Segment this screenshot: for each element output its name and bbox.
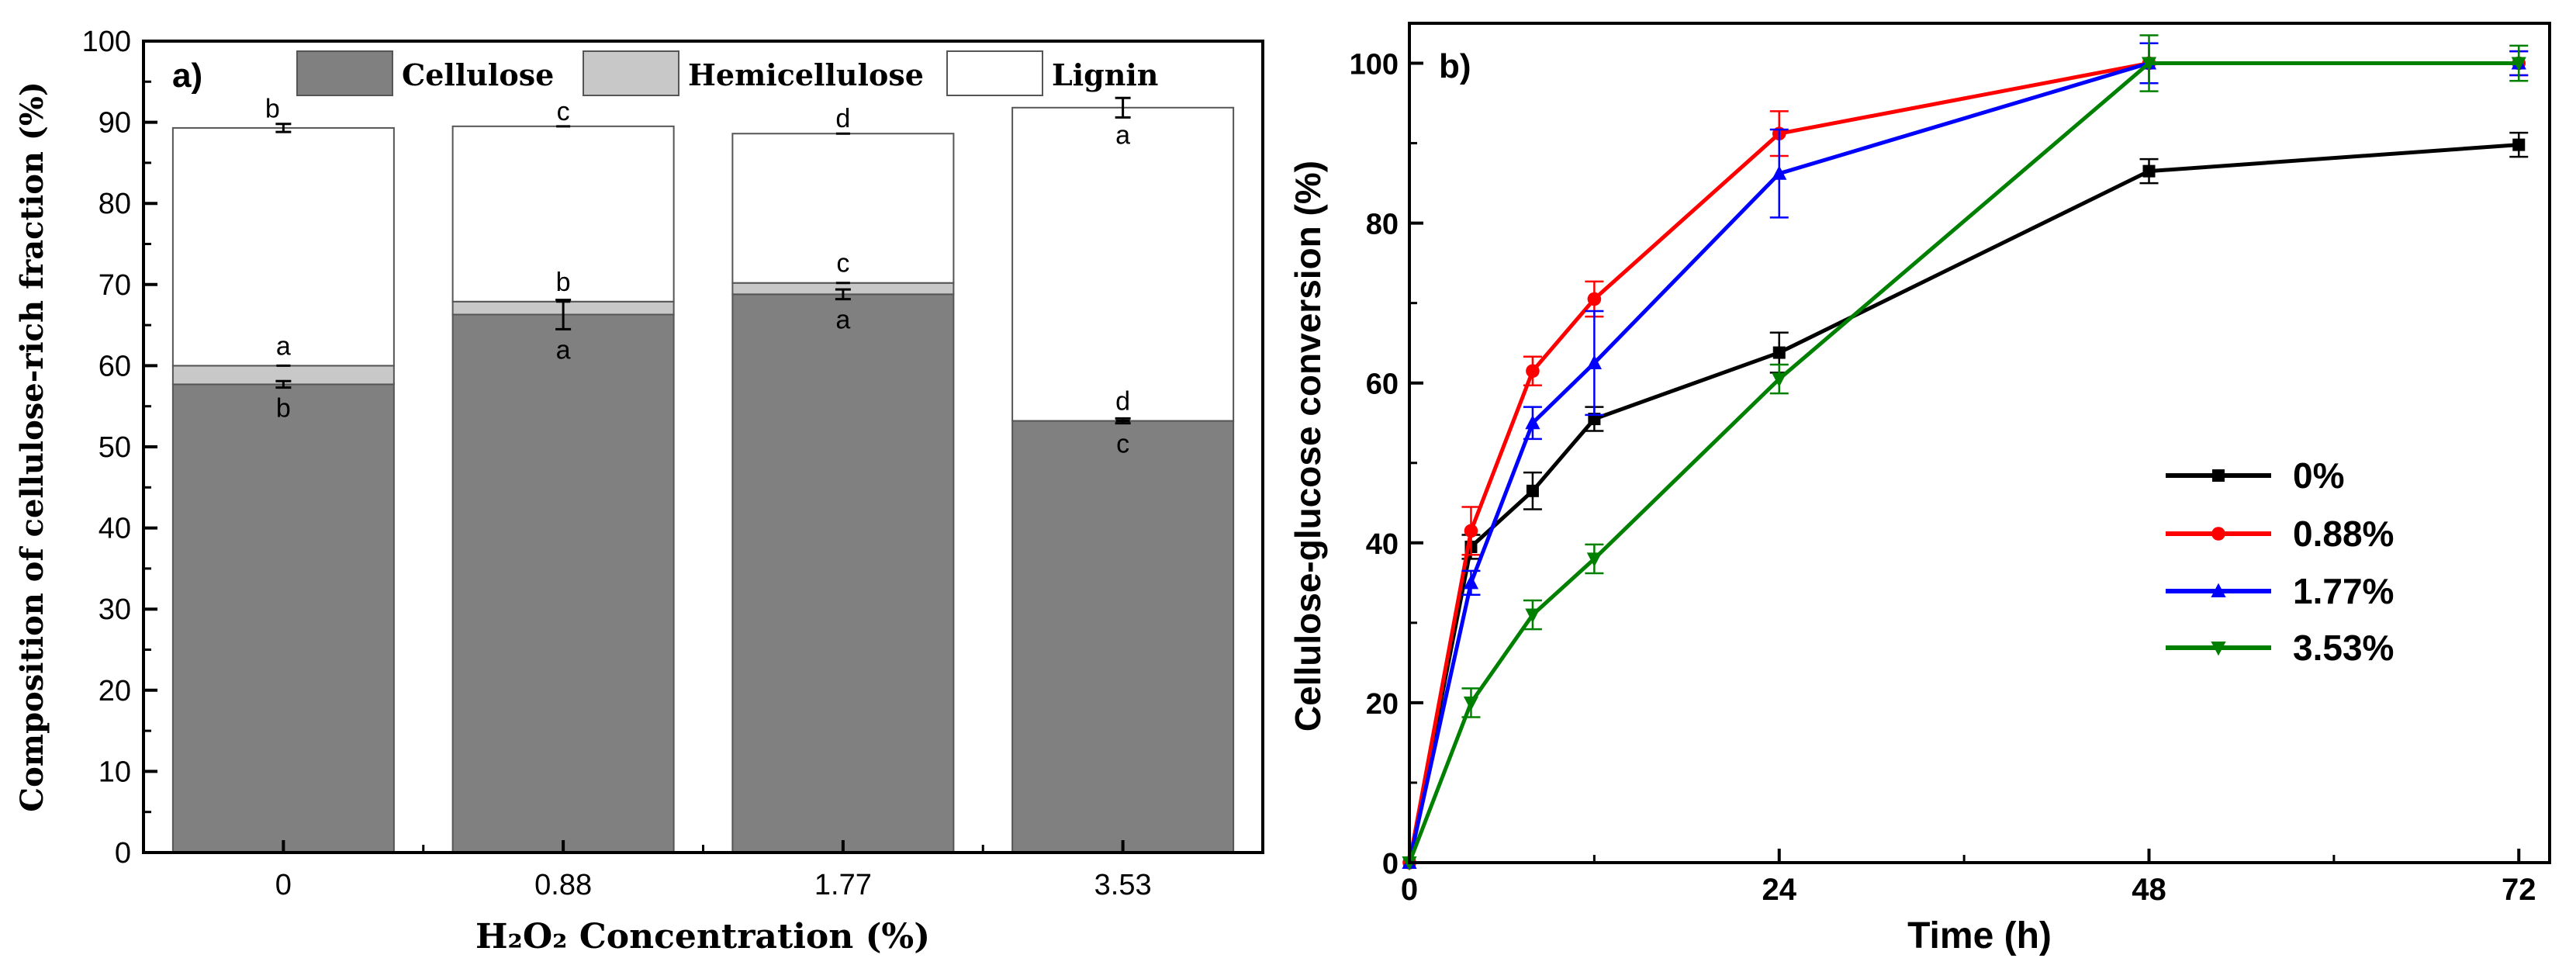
panel-b-series-3.53% [1402,34,2529,871]
panel-a-cellulose-letter: a [556,335,571,365]
panel-a-y-tick-label: 90 [99,107,131,140]
panel-b-y-axis-label: Cellulose-glucose conversion (%) [1288,161,1328,732]
panel-a-y-tick-label: 40 [99,513,131,545]
panel-b-point-1.77% [1463,574,1479,590]
panel-a-y-tick-label: 60 [99,350,131,382]
panel-a-hemicellulose-letter: b [556,268,571,297]
panel-a-lignin-letter: b [265,95,280,124]
panel-a-y-tick-label: 20 [99,675,131,707]
panel-b-point-0% [2142,164,2156,178]
panel-b-plot-frame [1408,22,2551,864]
panel-b-point-0% [1526,484,1539,497]
panel-a-bar-lignin-0 [171,126,395,367]
panel-b-point-0.88% [1464,524,1478,538]
panel-b-x-tick-label: 0 [1401,873,1418,907]
panel-a-legend-swatch-cellulose [296,50,393,96]
panel-b-y-tick-label: 100 [1350,49,1399,81]
panel-b-point-1.77% [1525,414,1540,430]
panel-b-point-3.53% [1525,608,1540,623]
panel-b-legend-marker-0.88% [2211,527,2225,541]
panel-a-y-tick-label: 100 [82,26,131,58]
panel-a-bar-cellulose-1 [451,313,675,853]
panel-a-legend-label: Hemicellulose [688,57,924,92]
panel-a-legend-label: Lignin [1052,57,1158,92]
panel-b-point-0.88% [1587,292,1602,306]
panel-a-bar-cellulose-3 [1011,420,1235,853]
panel-b-legend-label: 0% [2293,455,2344,496]
panel-a-hemicellulose-letter: d [1115,387,1130,417]
panel-a-bar-lignin-3 [1011,106,1235,422]
panel-b-point-3.53% [2141,57,2157,71]
panel-b-series-0.88% [1402,42,2529,870]
panel-a-y-tick-label: 0 [115,837,131,870]
panel-b-legend-marker-0% [2212,469,2225,482]
panel-b-point-3.53% [1586,552,1602,567]
panel-a-legend-swatch-lignin [946,50,1043,96]
panel-a-hemicellulose-letter: c [836,249,849,278]
panel-a-y-tick-label: 80 [99,188,131,220]
panel-b-legend-label: 0.88% [2293,514,2394,554]
panel-b-y-tick-label: 20 [1366,688,1399,721]
panel-b-line-1.77% [1407,61,2519,863]
panel-b-y-tick-label: 40 [1366,528,1399,561]
panel-b-point-3.53% [2511,57,2526,71]
panel-b-line-3.53% [1407,61,2519,863]
panel-b-point-0% [2512,138,2526,151]
panel-b-label: b) [1439,47,1471,85]
panel-b-point-3.53% [1463,696,1479,711]
panel-b-point-1.77% [1772,165,1787,180]
panel-a-bar-lignin-2 [731,133,955,284]
panel-a-y-tick-label: 30 [99,593,131,626]
panel-b-x-tick-label: 72 [2502,873,2536,907]
panel-a-x-tick-label: 3.53 [1094,869,1152,901]
panel-a-label: a) [172,57,202,95]
panel-a-legend-label: Cellulose [402,57,554,92]
panel-a-x-axis-label: H₂O₂ Concentration (%) [475,917,930,956]
panel-a-lignin-letter: a [1115,120,1130,150]
panel-a-y-tick-label: 50 [99,431,131,464]
panel-b-x-axis-label: Time (h) [1907,915,2052,956]
panel-a-x-tick-label: 0 [275,869,292,901]
panel-a-y-tick-label: 70 [99,269,131,302]
panel-b-legend-label: 1.77% [2293,571,2394,611]
panel-b-line-0% [1407,143,2519,863]
panel-b-y-tick-label: 0 [1382,848,1399,880]
panel-b-legend-marker-1.77% [2211,583,2226,597]
panel-b-x-tick-label: 48 [2132,873,2166,907]
panel-a-lignin-letter: d [835,104,850,133]
panel-b-y-tick-label: 60 [1366,368,1399,401]
panel-a-cellulose-letter: b [276,394,291,424]
panel-b-x-tick-label: 24 [1762,873,1797,907]
panel-b-legend-label: 3.53% [2293,628,2394,668]
panel-b-line-0.88% [1407,61,2519,863]
panel-a-lignin-letter: c [557,97,570,126]
panel-a-cellulose-letter: a [835,306,850,335]
panel-a-bar-cellulose-0 [171,383,395,853]
panel-a-legend-swatch-hemicellulose [583,50,679,96]
panel-a-hemicellulose-letter: a [276,331,291,361]
panel-b-point-3.53% [1772,372,1787,387]
panel-b-line-chart: 0 20 40 60 80 100 0 24 48 72 b) 0% 0.88% 1.77% 3.53… [1288,22,2551,956]
panel-b-point-0% [1772,346,1786,359]
panel-a-bar-cellulose-2 [731,293,955,853]
panel-a-cellulose-letter: c [1116,430,1129,459]
panel-a-x-tick-label: 0.88 [534,869,592,901]
panel-b-point-0.88% [1526,364,1540,379]
panel-b-series-0% [1403,131,2529,869]
panel-b-series-1.77% [1402,42,2529,869]
panel-b-point-1.77% [1586,355,1602,369]
panel-a-y-axis-label: Composition of cellulose-rich fraction (… [14,81,50,812]
panel-a-y-tick-label: 10 [99,756,131,788]
panel-b-y-tick-label: 80 [1366,209,1399,241]
panel-a-x-tick-label: 1.77 [814,869,872,901]
panel-b-legend-marker-3.53% [2211,642,2226,656]
